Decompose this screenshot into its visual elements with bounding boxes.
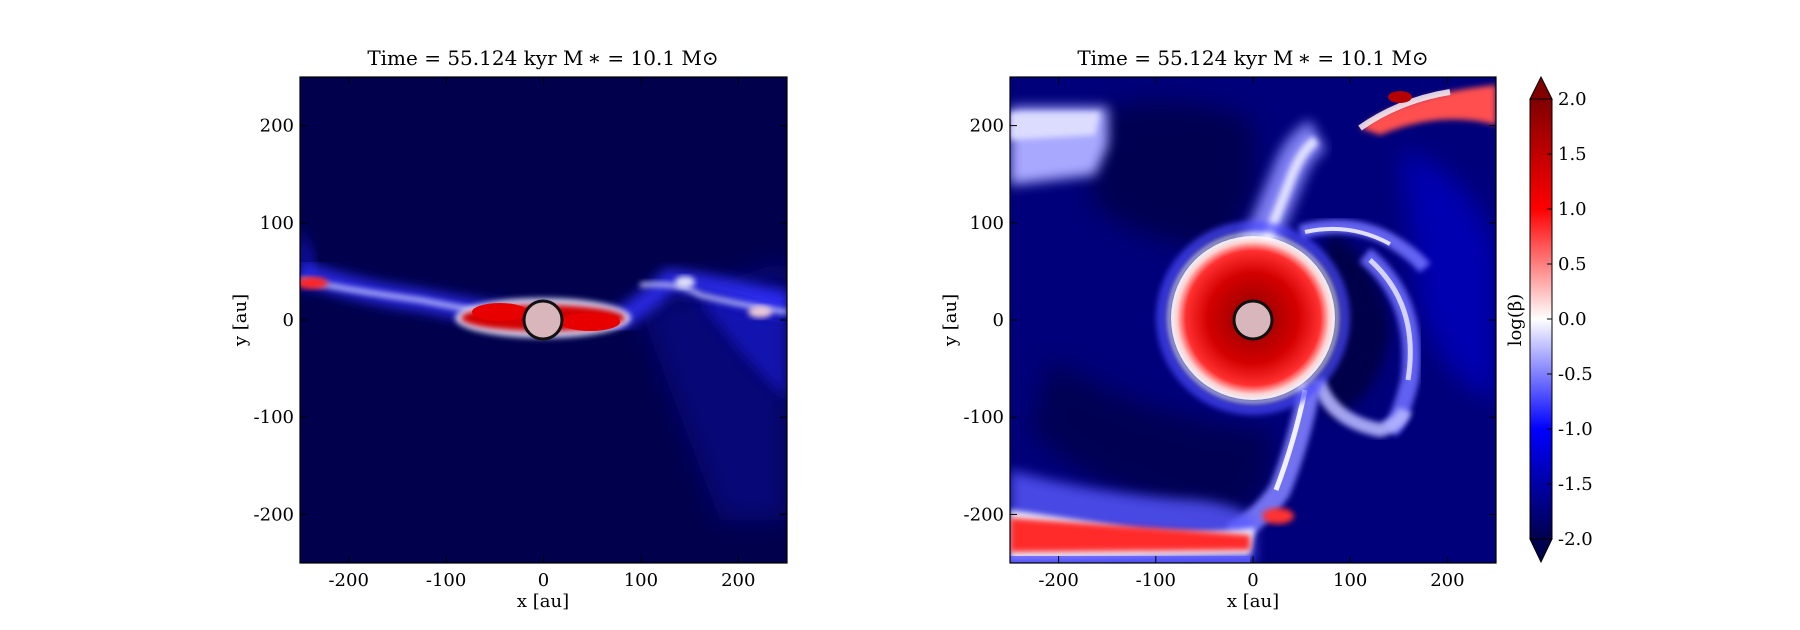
x-tick-label: -100 — [426, 570, 466, 591]
colorbar-extend-max — [1529, 75, 1553, 100]
heatmap-left — [300, 77, 787, 563]
y-tick-label: 100 — [970, 213, 1004, 234]
colorbar-ticks: 2.0 1.5 1.0 0.5 0.0 -0.5 -1.0 -1.5 -2.0 — [1547, 89, 1593, 550]
x-axis-label-right: x [au] — [1227, 591, 1279, 612]
y-tick-label: 200 — [970, 116, 1004, 137]
x-tick-label: 200 — [1430, 570, 1464, 591]
colorbar-label: log(β) — [1505, 294, 1526, 347]
x-tick-label: -200 — [328, 570, 368, 591]
x-tick-label: 100 — [624, 570, 658, 591]
panel-right-title: Time = 55.124 kyr M ∗ = 10.1 M⊙ — [1077, 46, 1428, 70]
axis-ticks-left: -200 -100 0 100 200 -200 -100 0 100 200 — [254, 77, 787, 591]
colorbar-tick-label: 0.0 — [1558, 309, 1587, 330]
colorbar: 2.0 1.5 1.0 0.5 0.0 -0.5 -1.0 -1.5 -2.0 log(β) — [1505, 75, 1593, 564]
x-tick-label: -200 — [1038, 570, 1078, 591]
panel-left-title: Time = 55.124 kyr M ∗ = 10.1 M⊙ — [367, 46, 718, 70]
x-tick-label: 0 — [538, 570, 549, 591]
y-tick-label: -100 — [254, 407, 294, 428]
colorbar-tick-label: 2.0 — [1558, 89, 1587, 110]
colorbar-tick-label: -1.5 — [1558, 474, 1593, 495]
x-tick-label: 200 — [721, 570, 755, 591]
colorbar-tick-label: -1.0 — [1558, 419, 1593, 440]
colorbar-tick-label: 0.5 — [1558, 254, 1587, 275]
colorbar-tick-label: -0.5 — [1558, 364, 1593, 385]
axis-ticks-right: -200 -100 0 100 200 -200 -100 0 100 200 — [964, 77, 1496, 591]
panel-left: Time = 55.124 kyr M ∗ = 10.1 M⊙ — [230, 46, 788, 612]
colorbar-tick-label: 1.5 — [1558, 144, 1587, 165]
colorbar-body — [1530, 99, 1552, 539]
y-tick-label: -200 — [254, 504, 294, 525]
colorbar-tick-label: -2.0 — [1558, 529, 1593, 550]
y-tick-label: 0 — [283, 310, 294, 331]
y-tick-label: -200 — [964, 504, 1004, 525]
y-axis-label-right: y [au] — [940, 294, 961, 347]
colorbar-tick-label: 1.0 — [1558, 199, 1587, 220]
y-tick-label: 100 — [260, 213, 294, 234]
x-tick-label: -100 — [1136, 570, 1176, 591]
y-tick-label: 0 — [993, 310, 1004, 331]
panel-right: Time = 55.124 kyr M ∗ = 10.1 M⊙ — [940, 46, 1497, 612]
sink-particle-right — [1232, 299, 1274, 341]
y-tick-label: 200 — [260, 116, 294, 137]
x-tick-label: 0 — [1247, 570, 1258, 591]
sink-particle-left — [522, 299, 564, 341]
y-axis-label-left: y [au] — [230, 294, 251, 347]
y-tick-label: -100 — [964, 407, 1004, 428]
colorbar-extend-min — [1529, 538, 1553, 564]
x-axis-label-left: x [au] — [517, 591, 569, 612]
x-tick-label: 100 — [1333, 570, 1367, 591]
